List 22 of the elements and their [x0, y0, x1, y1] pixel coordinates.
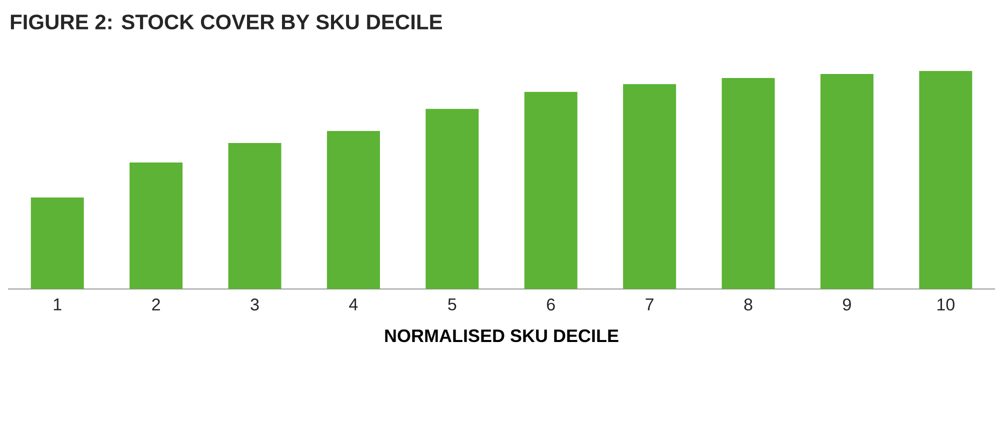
bar: [326, 130, 380, 289]
chart-title: FIGURE 2: STOCK COVER BY SKU DECILE: [10, 14, 442, 30]
x-tick-label: 4: [349, 298, 358, 310]
bar: [228, 142, 282, 289]
x-axis-title: NORMALISED SKU DECILE: [385, 329, 618, 342]
bar: [820, 74, 874, 289]
bar: [524, 92, 578, 289]
bar: [426, 108, 479, 289]
x-tick-label: 3: [250, 298, 259, 311]
x-tick-label: 6: [546, 298, 555, 311]
bar: [623, 84, 676, 289]
x-tick-label: 8: [744, 298, 752, 311]
bar: [130, 162, 183, 289]
x-tick-label: 5: [448, 298, 456, 310]
x-tick-label: 1: [54, 298, 62, 310]
x-tick-label: 2: [152, 298, 160, 310]
bar: [722, 78, 775, 289]
x-tick-label: 7: [646, 298, 654, 310]
x-tick-label: 9: [843, 298, 851, 311]
bar: [30, 197, 84, 289]
x-tick-label: 10: [938, 298, 954, 311]
bar: [919, 70, 972, 289]
